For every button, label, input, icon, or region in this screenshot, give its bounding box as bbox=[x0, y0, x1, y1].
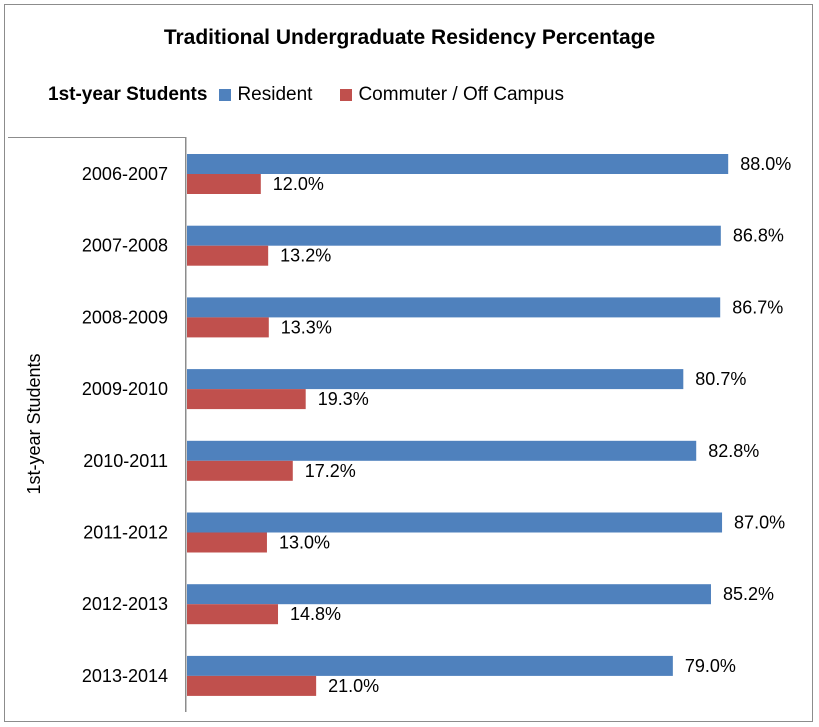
bar-resident bbox=[187, 297, 721, 318]
bar-resident bbox=[187, 584, 711, 605]
category-group-label: 1st-year Students bbox=[24, 353, 44, 494]
data-label-resident: 86.7% bbox=[732, 297, 783, 317]
data-label-commuter-off-campus: 21.0% bbox=[328, 676, 379, 696]
bar-commuter-off-campus bbox=[187, 317, 269, 338]
category-tick-label: 2008-2009 bbox=[82, 307, 168, 327]
data-label-resident: 86.8% bbox=[733, 226, 784, 246]
data-label-commuter-off-campus: 13.3% bbox=[281, 317, 332, 337]
category-tick-label: 2007-2008 bbox=[82, 236, 168, 256]
category-tick-label: 2013-2014 bbox=[82, 666, 168, 686]
category-tick-label: 2012-2013 bbox=[82, 594, 168, 614]
data-label-resident: 85.2% bbox=[723, 584, 774, 604]
category-tick-label: 2006-2007 bbox=[82, 164, 168, 184]
data-label-resident: 82.8% bbox=[708, 441, 759, 461]
data-label-commuter-off-campus: 13.0% bbox=[279, 533, 330, 553]
data-label-resident: 79.0% bbox=[685, 656, 736, 676]
bar-resident bbox=[187, 655, 673, 676]
data-label-commuter-off-campus: 13.2% bbox=[280, 246, 331, 266]
bar-commuter-off-campus bbox=[187, 675, 317, 696]
bar-commuter-off-campus bbox=[187, 460, 293, 481]
bar-commuter-off-campus bbox=[187, 532, 267, 553]
legend-label-resident: Resident bbox=[237, 84, 313, 105]
data-label-resident: 87.0% bbox=[734, 513, 785, 533]
legend-swatch-commuter bbox=[340, 89, 353, 101]
legend: 1st-year Students Resident Commuter / Of… bbox=[48, 82, 592, 108]
data-label-commuter-off-campus: 12.0% bbox=[273, 174, 324, 194]
legend-label-commuter: Commuter / Off Campus bbox=[358, 84, 564, 105]
category-tick-label: 2010-2011 bbox=[83, 451, 168, 471]
bar-commuter-off-campus bbox=[187, 604, 279, 625]
bar-resident bbox=[187, 154, 729, 174]
data-label-commuter-off-campus: 17.2% bbox=[305, 461, 356, 481]
data-label-resident: 80.7% bbox=[695, 369, 746, 389]
category-tick-label: 2011-2012 bbox=[83, 523, 168, 543]
bar-resident bbox=[187, 225, 721, 246]
data-label-resident: 88.0% bbox=[740, 154, 791, 174]
chart-title: Traditional Undergraduate Residency Perc… bbox=[163, 26, 656, 49]
data-label-commuter-off-campus: 14.8% bbox=[290, 604, 341, 624]
bar-commuter-off-campus bbox=[187, 245, 269, 266]
data-label-commuter-off-campus: 19.3% bbox=[318, 389, 369, 409]
legend-heading: 1st-year Students bbox=[48, 84, 208, 105]
bar-resident bbox=[187, 440, 697, 461]
category-tick-label: 2009-2010 bbox=[82, 379, 168, 399]
legend-item-commuter: Commuter / Off Campus bbox=[340, 84, 564, 106]
bar-resident bbox=[187, 369, 684, 390]
legend-item-resident: Resident bbox=[219, 84, 312, 106]
legend-swatch-resident bbox=[219, 89, 232, 101]
bar-commuter-off-campus bbox=[187, 174, 261, 194]
bar-commuter-off-campus bbox=[187, 389, 306, 410]
bar-resident bbox=[187, 512, 723, 533]
